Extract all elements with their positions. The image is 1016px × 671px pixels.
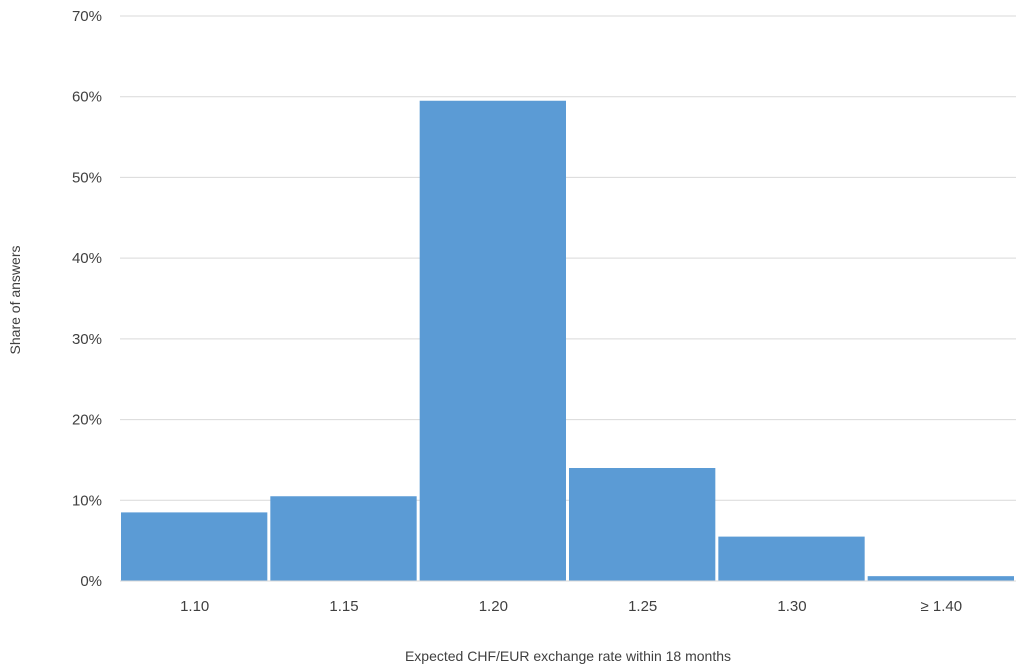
y-tick-label: 50%: [72, 169, 102, 186]
y-tick-label: 10%: [72, 492, 102, 509]
y-axis-title: Share of answers: [7, 246, 23, 355]
y-tick-label: 30%: [72, 331, 102, 348]
y-tick-label: 40%: [72, 250, 102, 267]
x-tick-label: 1.10: [180, 598, 209, 615]
x-tick-label: 1.15: [329, 598, 358, 615]
x-tick-label: 1.20: [479, 598, 508, 615]
bar: [121, 512, 268, 581]
bar: [867, 576, 1014, 581]
gridlines: [120, 15, 1016, 501]
bar: [718, 536, 865, 581]
y-tick-label: 0%: [80, 573, 102, 590]
y-tick-label: 60%: [72, 89, 102, 106]
bars: [121, 100, 1014, 581]
bar: [270, 496, 417, 581]
x-axis-title: Expected CHF/EUR exchange rate within 18…: [405, 648, 731, 664]
x-tick-label: 1.25: [628, 598, 657, 615]
y-axis-ticks: 0% 10% 20% 30% 40% 50% 60% 70%: [72, 8, 102, 590]
x-axis-ticks: 1.10 1.15 1.20 1.25 1.30 ≥ 1.40: [180, 598, 962, 615]
bar: [569, 468, 716, 581]
x-tick-label: ≥ 1.40: [921, 598, 963, 615]
bar: [419, 100, 566, 581]
y-tick-label: 70%: [72, 8, 102, 25]
y-tick-label: 20%: [72, 412, 102, 429]
x-tick-label: 1.30: [777, 598, 806, 615]
